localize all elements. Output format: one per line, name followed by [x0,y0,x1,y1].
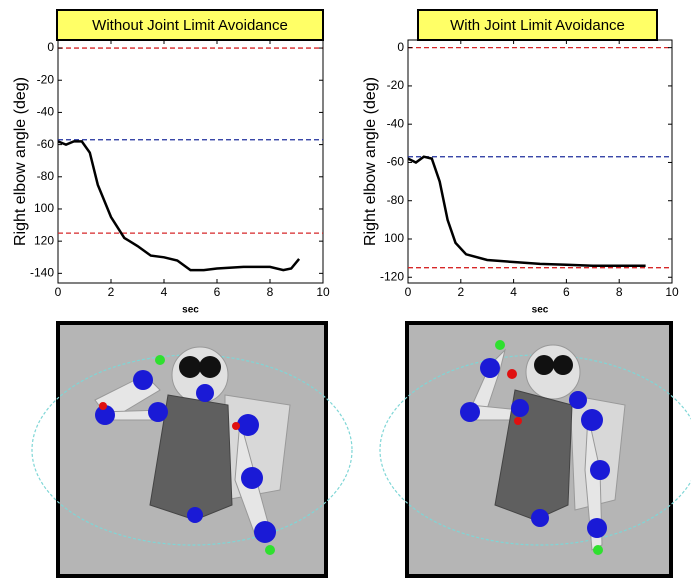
y-tick-label: -40 [37,105,55,119]
x-tick-label: 4 [510,285,517,299]
y-tick-label: -120 [380,269,404,283]
robot-image-left [31,321,353,578]
x-tick-label: 10 [665,285,679,299]
x-tick-label: 10 [316,285,330,299]
plot-area [57,39,324,284]
robot-image-right [379,321,691,578]
x-tick-label: 0 [405,285,412,299]
x-tick-label: 4 [161,285,168,299]
x-axis-label: sec [182,305,199,316]
x-tick-label: 8 [616,285,623,299]
title-box [417,9,658,41]
y-tick-label: 120 [34,233,54,247]
y-tick-label: -60 [387,155,405,169]
x-tick-label: 0 [55,285,62,299]
plot-area [407,39,673,284]
y-tick-label: -20 [37,72,55,86]
chart-title: Without Joint Limit Avoidance [92,17,288,34]
x-axis-label: sec [532,305,549,316]
y-tick-label: -40 [387,116,405,130]
y-tick-label: -20 [387,78,405,92]
y-tick-label: -80 [387,193,405,207]
y-tick-label: 100 [34,201,54,215]
y-axis-label: Right elbow angle (deg) [362,77,379,246]
x-tick-label: 6 [214,285,221,299]
data-line [57,140,301,272]
y-tick-label: -140 [30,266,54,280]
x-tick-label: 2 [457,285,464,299]
y-tick-label: 0 [47,40,54,54]
title-box [56,9,324,41]
y-tick-label: 100 [384,231,404,245]
x-tick-label: 2 [108,285,115,299]
chart-title: With Joint Limit Avoidance [450,17,625,34]
y-axis-label: Right elbow angle (deg) [12,77,29,246]
y-tick-label: -80 [37,169,55,183]
x-tick-label: 8 [267,285,274,299]
y-tick-label: -60 [37,137,55,151]
data-line [407,155,646,268]
x-tick-label: 6 [563,285,570,299]
y-tick-label: 0 [397,40,404,54]
